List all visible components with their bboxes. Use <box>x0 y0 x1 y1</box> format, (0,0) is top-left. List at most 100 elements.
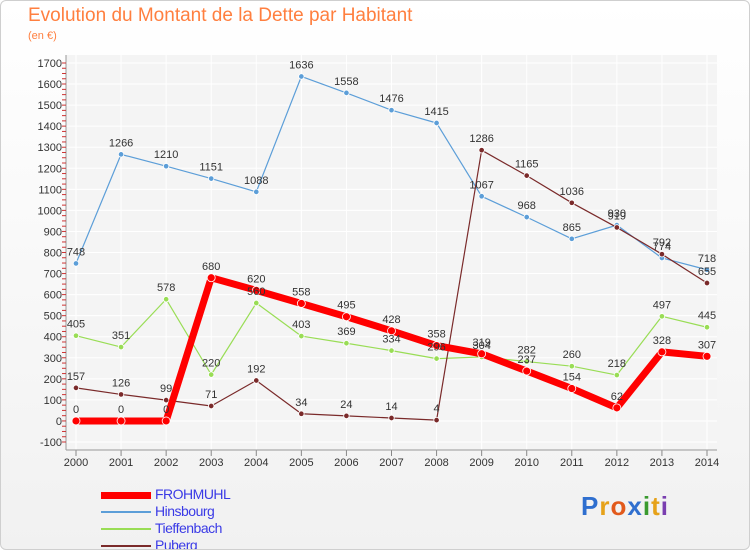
logo-letter: P <box>581 491 600 521</box>
data-label: 405 <box>67 319 85 331</box>
x-tick-label: 2002 <box>154 457 178 469</box>
data-point <box>523 213 530 221</box>
data-label: 1286 <box>469 133 493 145</box>
x-tick-label: 2013 <box>650 457 674 469</box>
data-label: 126 <box>112 377 130 389</box>
data-point <box>208 402 215 410</box>
y-tick-label: 700 <box>44 269 62 281</box>
data-point <box>388 347 395 354</box>
logo-letter: o <box>610 491 628 521</box>
data-label: 680 <box>202 261 220 273</box>
chart-unit: (en €) <box>28 30 57 42</box>
data-point <box>72 332 80 339</box>
proxiti-logo: Proxiti <box>581 491 669 522</box>
data-label: 14 <box>385 401 397 413</box>
x-tick-label: 2004 <box>244 457 268 469</box>
x-tick-label: 2006 <box>334 457 358 469</box>
data-label: 1088 <box>244 175 268 187</box>
data-label: 1151 <box>199 162 223 174</box>
data-point <box>388 414 395 422</box>
y-tick-label: 900 <box>44 226 62 238</box>
data-label: 304 <box>472 340 490 352</box>
data-point <box>613 371 621 379</box>
data-point <box>298 410 305 417</box>
data-point <box>433 119 440 127</box>
data-point <box>298 332 305 340</box>
data-label: 445 <box>698 310 716 322</box>
y-tick-label: 1400 <box>38 121 62 133</box>
y-tick-label: 500 <box>44 311 62 323</box>
data-point <box>432 341 441 350</box>
data-point <box>387 326 396 336</box>
data-point <box>703 324 711 331</box>
data-label: 930 <box>608 208 626 220</box>
legend-label: Puberg <box>155 537 198 550</box>
y-tick-label: -100 <box>40 437 62 449</box>
logo-letter: i <box>660 491 669 521</box>
data-label: 1558 <box>334 76 358 88</box>
data-label: 157 <box>67 371 85 383</box>
y-tick-label: 100 <box>44 395 62 407</box>
data-point <box>162 163 170 170</box>
data-label: 334 <box>382 334 400 346</box>
data-point <box>703 266 711 273</box>
data-label: 495 <box>337 300 355 312</box>
data-label: 358 <box>427 329 445 341</box>
data-point <box>206 273 216 283</box>
data-point <box>703 279 711 287</box>
data-label: 919 <box>608 210 626 222</box>
data-point <box>658 251 666 258</box>
y-tick-label: 1100 <box>38 184 62 196</box>
data-label: 237 <box>518 354 536 366</box>
data-label: 560 <box>247 286 265 298</box>
y-tick-label: 0 <box>56 416 62 428</box>
data-label: 4 <box>434 403 440 415</box>
data-point <box>612 403 622 413</box>
data-label: 1165 <box>515 159 539 171</box>
data-label: 1476 <box>379 93 403 105</box>
data-point <box>298 73 305 80</box>
data-point <box>388 107 395 114</box>
data-point <box>343 412 350 420</box>
data-point <box>162 396 170 404</box>
data-label: 328 <box>653 335 671 347</box>
data-point <box>433 416 440 424</box>
legend-label: FROHMUHL <box>155 486 231 502</box>
y-tick-label: 1700 <box>38 58 62 70</box>
data-point <box>253 188 260 196</box>
data-label: 282 <box>518 345 536 357</box>
y-tick-label: 200 <box>44 374 62 386</box>
data-point <box>296 299 306 308</box>
data-label: 62 <box>611 391 623 403</box>
data-label: 497 <box>653 299 671 311</box>
data-point <box>117 343 125 351</box>
data-label: 369 <box>337 326 355 338</box>
data-point <box>657 347 667 357</box>
data-point <box>478 147 485 154</box>
x-tick-label: 2009 <box>469 457 493 469</box>
legend-label: Hinsbourg <box>155 503 215 519</box>
data-label: 1415 <box>424 106 448 118</box>
data-label: 319 <box>472 337 490 349</box>
data-point <box>117 391 125 398</box>
data-label: 0 <box>73 404 79 416</box>
data-label: 24 <box>340 399 352 411</box>
y-tick-label: 600 <box>44 290 62 302</box>
data-label: 71 <box>205 389 217 401</box>
y-tick-label: 1500 <box>38 100 62 112</box>
x-tick-label: 2003 <box>199 457 223 469</box>
data-point <box>253 299 260 307</box>
data-point <box>433 355 440 362</box>
data-point <box>72 260 80 267</box>
data-point <box>478 193 485 200</box>
data-label: 792 <box>653 237 671 249</box>
data-label: 307 <box>698 339 716 351</box>
data-label: 99 <box>160 383 172 395</box>
legend-swatch <box>101 545 151 547</box>
y-tick-label: 800 <box>44 248 62 260</box>
x-tick-label: 2010 <box>514 457 538 469</box>
data-point <box>702 351 712 361</box>
data-label: 0 <box>118 404 124 416</box>
x-tick-label: 2011 <box>560 457 584 469</box>
data-label: 748 <box>67 246 85 258</box>
